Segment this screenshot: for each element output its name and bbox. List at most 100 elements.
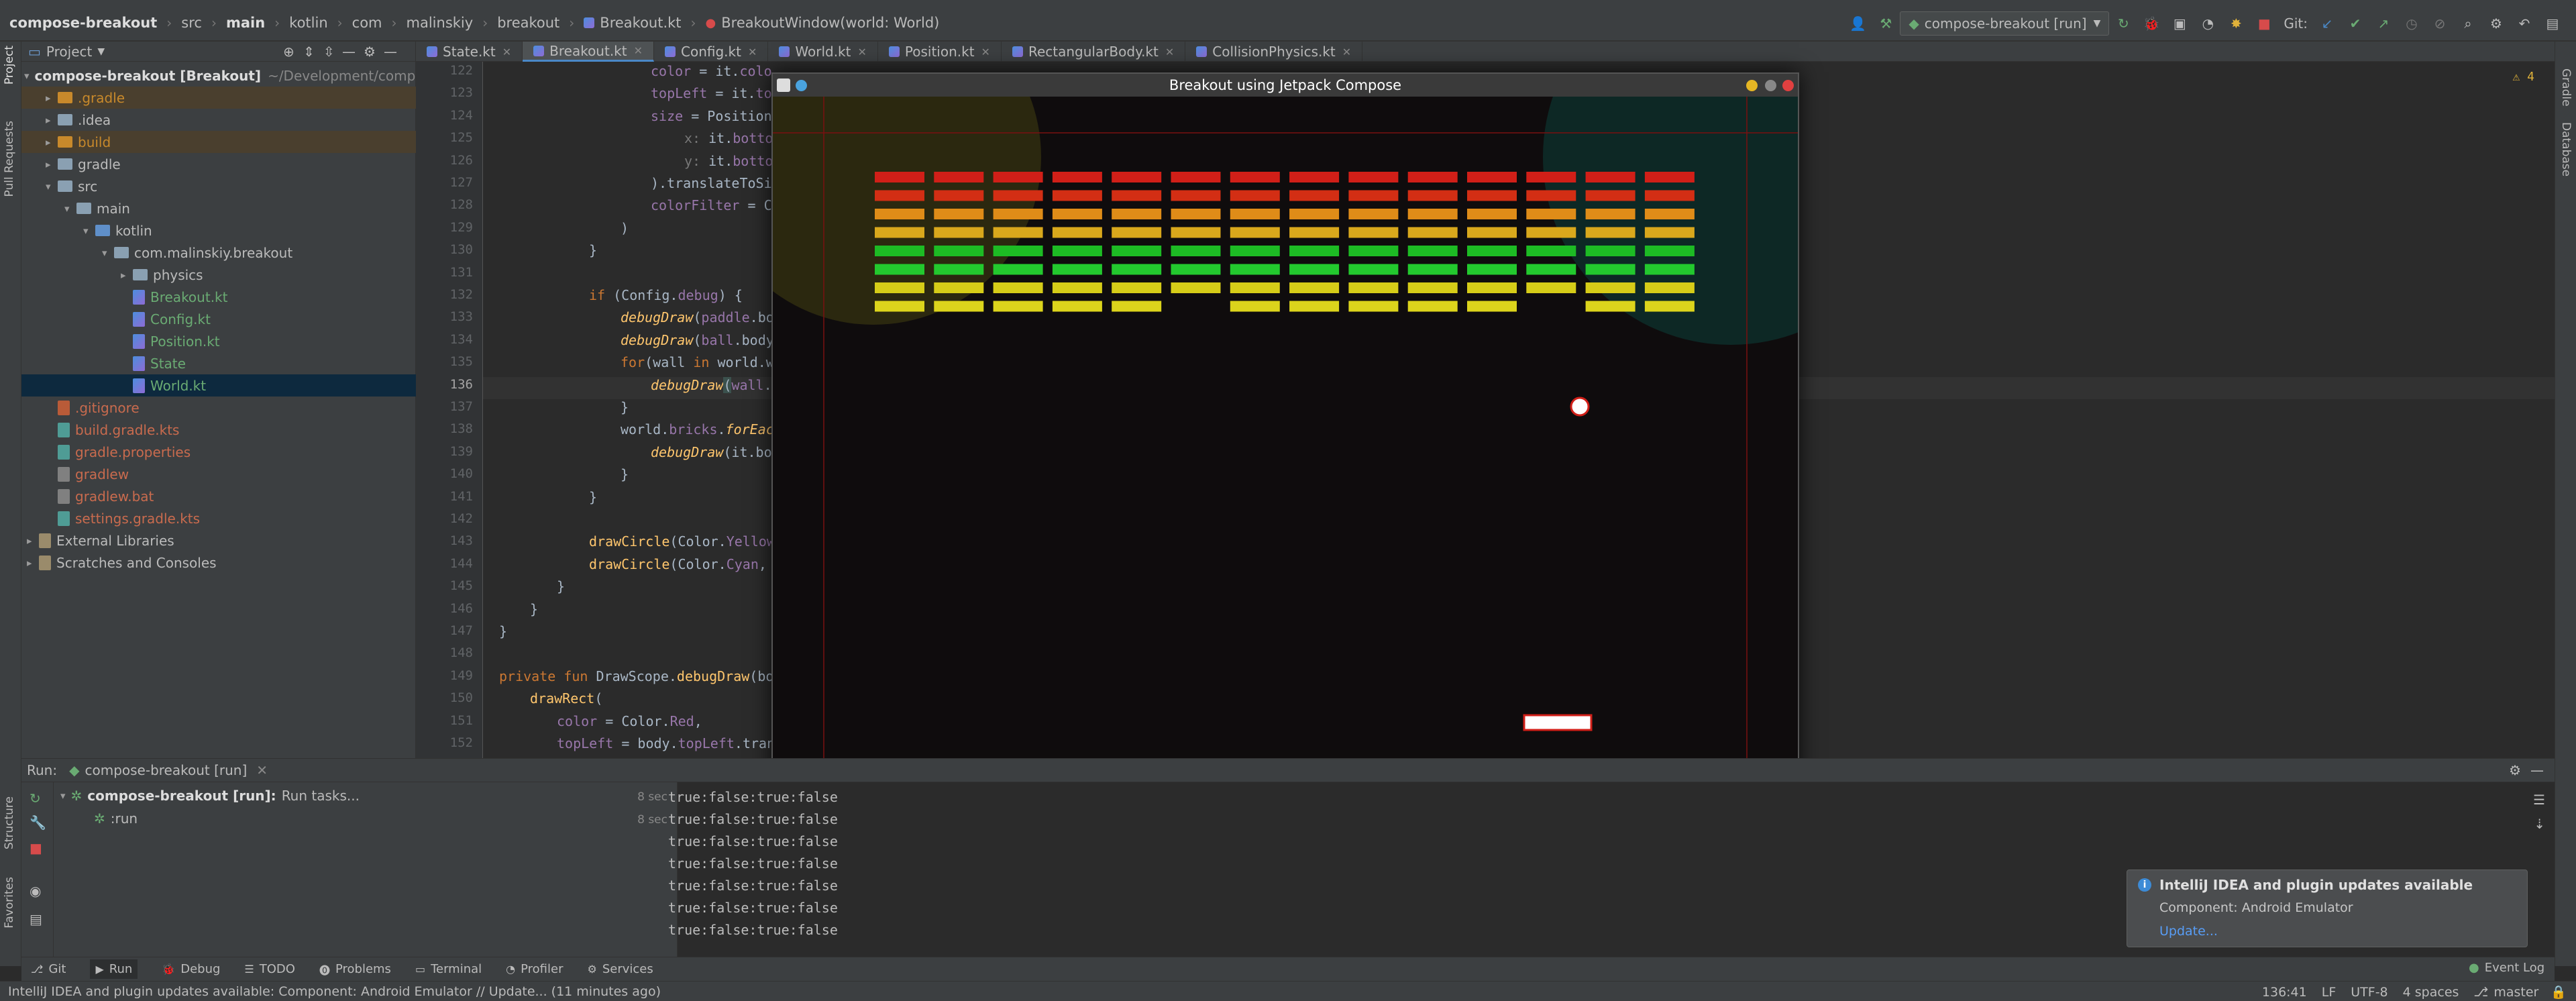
chevron-down-icon[interactable]: ▾: [83, 224, 89, 237]
close-icon[interactable]: ✕: [256, 762, 268, 778]
chevron-right-icon[interactable]: ▸: [46, 113, 51, 126]
close-icon[interactable]: ✕: [747, 45, 757, 58]
rollback-icon[interactable]: ⊘: [2434, 15, 2446, 32]
git-commit-icon[interactable]: ✔: [2349, 15, 2361, 32]
debug-icon[interactable]: 🐞: [2143, 15, 2160, 32]
tree-item[interactable]: Config.kt: [21, 308, 416, 330]
gear-icon[interactable]: ⚙: [364, 43, 376, 60]
minimize-icon[interactable]: —: [384, 43, 397, 60]
tree-item[interactable]: gradlew.bat: [21, 485, 416, 507]
pin-icon[interactable]: [796, 80, 807, 91]
update-notification[interactable]: i IntelliJ IDEA and plugin updates avail…: [2127, 870, 2528, 947]
tool-tab-services[interactable]: ⚙ Services: [587, 962, 653, 976]
gear-icon[interactable]: ⚙: [2509, 762, 2521, 778]
run-tree-child[interactable]: ✲ :run: [94, 810, 138, 827]
breakout-game-window[interactable]: Breakout using Jetpack Compose: [771, 72, 1799, 813]
tree-item[interactable]: ▸ .idea: [21, 109, 416, 131]
plugin-icon[interactable]: ✸: [2230, 15, 2242, 32]
crumb-src[interactable]: src: [181, 15, 202, 31]
tool-tab-problems[interactable]: ⓿ Problems: [319, 961, 391, 978]
tree-root[interactable]: ▾ compose-breakout [Breakout] ~/Developm…: [24, 64, 439, 87]
expand-all-icon[interactable]: ⇕: [303, 43, 315, 60]
run-tab[interactable]: compose-breakout [run]: [85, 762, 248, 778]
run-tree-root[interactable]: ▾ ✲ compose-breakout [run]: Run tasks...: [60, 788, 360, 804]
tree-item[interactable]: ▾ kotlin: [21, 219, 416, 242]
close-icon[interactable]: ✕: [633, 44, 643, 57]
chevron-right-icon[interactable]: ▸: [46, 158, 51, 170]
git-branch[interactable]: master: [2493, 984, 2539, 1000]
chevron-down-icon[interactable]: ▾: [64, 202, 70, 215]
line-separator[interactable]: LF: [2321, 984, 2337, 1000]
tree-item[interactable]: ▾ com.malinskiy.breakout: [21, 242, 416, 264]
tree-item[interactable]: ▸ Scratches and Consoles: [21, 551, 416, 574]
chevron-right-icon[interactable]: ▸: [46, 136, 51, 148]
pull-requests-tool-tab[interactable]: Pull Requests: [3, 121, 16, 197]
minimize-window-button[interactable]: [1746, 80, 1758, 91]
tree-item[interactable]: ▾ main: [21, 197, 416, 219]
tool-tab-todo[interactable]: ☰ TODO: [244, 962, 295, 976]
hide-icon[interactable]: —: [342, 43, 356, 60]
crumb-file[interactable]: Breakout.kt: [600, 15, 682, 31]
close-icon[interactable]: ✕: [857, 45, 867, 58]
close-icon[interactable]: ✕: [1165, 45, 1175, 58]
chevron-right-icon[interactable]: ▸: [27, 556, 32, 569]
project-tool-tab[interactable]: Project: [3, 46, 16, 85]
eye-icon[interactable]: ◉: [30, 883, 42, 899]
locate-icon[interactable]: ⊕: [283, 43, 294, 60]
lock-icon[interactable]: 🔒: [2551, 985, 2567, 1000]
file-encoding[interactable]: UTF-8: [2351, 984, 2388, 1000]
database-tool-tab[interactable]: Database: [2559, 122, 2573, 177]
event-log-tab[interactable]: ● Event Log: [2469, 961, 2544, 975]
collapse-all-icon[interactable]: ⇳: [323, 43, 335, 60]
wrench-icon[interactable]: 🔧: [30, 814, 46, 831]
editor-tab[interactable]: RectangularBody.kt ✕: [1002, 42, 1186, 62]
tree-item[interactable]: gradle.properties: [21, 441, 416, 463]
tree-item[interactable]: Breakout.kt: [21, 286, 416, 308]
tree-item[interactable]: build.gradle.kts: [21, 419, 416, 441]
tool-tab-profiler[interactable]: ◔ Profiler: [506, 962, 563, 976]
gradle-tool-tab[interactable]: Gradle: [2559, 68, 2573, 107]
stop-icon[interactable]: ■: [30, 840, 42, 856]
warning-indicator[interactable]: ⚠ 4: [2512, 70, 2534, 84]
favorites-tool-tab[interactable]: Favorites: [3, 877, 16, 929]
editor-tab[interactable]: Breakout.kt ✕: [523, 42, 655, 62]
editor-tab[interactable]: World.kt ✕: [768, 42, 878, 62]
tree-item[interactable]: ▸ build: [21, 131, 416, 153]
project-panel-title[interactable]: Project: [46, 43, 93, 60]
profile-icon[interactable]: ◔: [2202, 15, 2214, 32]
tool-tab-run[interactable]: ▶ Run: [90, 959, 138, 979]
crumb-project[interactable]: compose-breakout: [9, 15, 158, 31]
indent-setting[interactable]: 4 spaces: [2402, 984, 2459, 1000]
tool-tab-git[interactable]: ⎇ Git: [31, 962, 66, 976]
chevron-down-icon[interactable]: ▼: [97, 46, 105, 57]
tree-item[interactable]: Position.kt: [21, 330, 416, 352]
crumb-breakout[interactable]: breakout: [497, 15, 560, 31]
close-icon[interactable]: ✕: [502, 45, 512, 58]
notification-update-link[interactable]: Update...: [2159, 924, 2218, 939]
chevron-down-icon[interactable]: ▾: [102, 246, 107, 259]
maximize-window-button[interactable]: [1765, 80, 1776, 91]
tree-item[interactable]: ▾ src: [21, 175, 416, 197]
git-update-icon[interactable]: ↙: [2321, 15, 2333, 32]
layout-icon[interactable]: ▤: [2546, 15, 2559, 32]
tree-item[interactable]: ▸ External Libraries: [21, 529, 416, 551]
tool-tab-terminal[interactable]: ▭ Terminal: [415, 962, 482, 976]
chevron-down-icon[interactable]: ▾: [46, 180, 51, 193]
scroll-end-icon[interactable]: ⇣: [2534, 816, 2545, 832]
caret-position[interactable]: 136:41: [2261, 984, 2307, 1000]
crumb-malinskiy[interactable]: malinskiy: [406, 15, 474, 31]
editor-tab[interactable]: Position.kt ✕: [878, 42, 1002, 62]
rerun-icon[interactable]: ↻: [30, 790, 41, 806]
tree-item[interactable]: settings.gradle.kts: [21, 507, 416, 529]
editor-tab[interactable]: State.kt ✕: [416, 42, 523, 62]
tree-item[interactable]: ▸ physics: [21, 264, 416, 286]
structure-tool-tab[interactable]: Structure: [3, 796, 16, 850]
settings-icon[interactable]: ⚙: [2490, 15, 2502, 32]
editor-tab[interactable]: Config.kt ✕: [654, 42, 769, 62]
history-icon[interactable]: ◷: [2406, 15, 2418, 32]
layout-icon[interactable]: ▤: [30, 911, 42, 927]
tree-item[interactable]: gradlew: [21, 463, 416, 485]
tree-item[interactable]: ▸ gradle: [21, 153, 416, 175]
crumb-main[interactable]: main: [225, 15, 266, 31]
run-configuration-select[interactable]: ◆ compose-breakout [run] ▼: [1900, 11, 2110, 36]
